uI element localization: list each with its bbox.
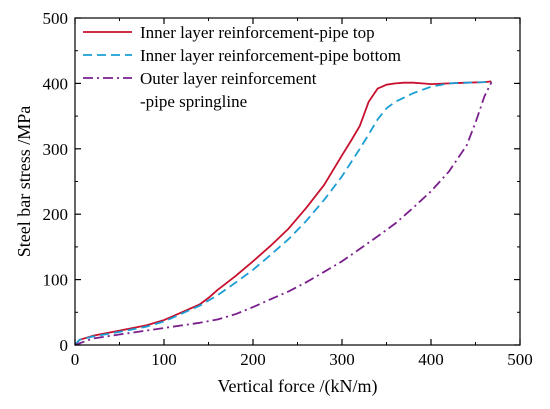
y-tick-label: 300 xyxy=(43,140,69,159)
x-tick-label: 300 xyxy=(329,350,355,369)
y-tick-label: 500 xyxy=(43,9,69,28)
y-tick-label: 0 xyxy=(60,336,69,355)
series-lines xyxy=(74,80,493,346)
y-tick-label: 400 xyxy=(43,74,69,93)
series-line-2 xyxy=(74,80,492,346)
y-tick-label: 200 xyxy=(43,205,69,224)
legend-label-1: Inner layer reinforcement-pipe top xyxy=(140,23,375,42)
plot-frame xyxy=(74,17,521,346)
x-tick-label: 200 xyxy=(240,350,266,369)
legend: Inner layer reinforcement-pipe top Inner … xyxy=(83,23,401,111)
y-axis-label: Steel bar stress /MPa xyxy=(14,106,34,257)
legend-label-2: Inner layer reinforcement-pipe bottom xyxy=(140,46,401,65)
x-tick-label: 100 xyxy=(151,350,177,369)
x-axis-label: Vertical force /(kN/m) xyxy=(218,376,378,397)
y-tick-label: 100 xyxy=(43,271,69,290)
x-tick-label: 400 xyxy=(418,350,444,369)
axis-ticks xyxy=(74,17,521,346)
x-tick-label: 500 xyxy=(507,350,533,369)
x-tick-label: 0 xyxy=(71,350,80,369)
series-line-1 xyxy=(74,80,492,346)
legend-label-3: Outer layer reinforcement -pipe springlin… xyxy=(140,69,317,111)
series-line-3 xyxy=(74,81,493,346)
axis-tick-labels: 0 100 200 300 400 500 0 100 200 300 400 500 xyxy=(43,9,533,369)
